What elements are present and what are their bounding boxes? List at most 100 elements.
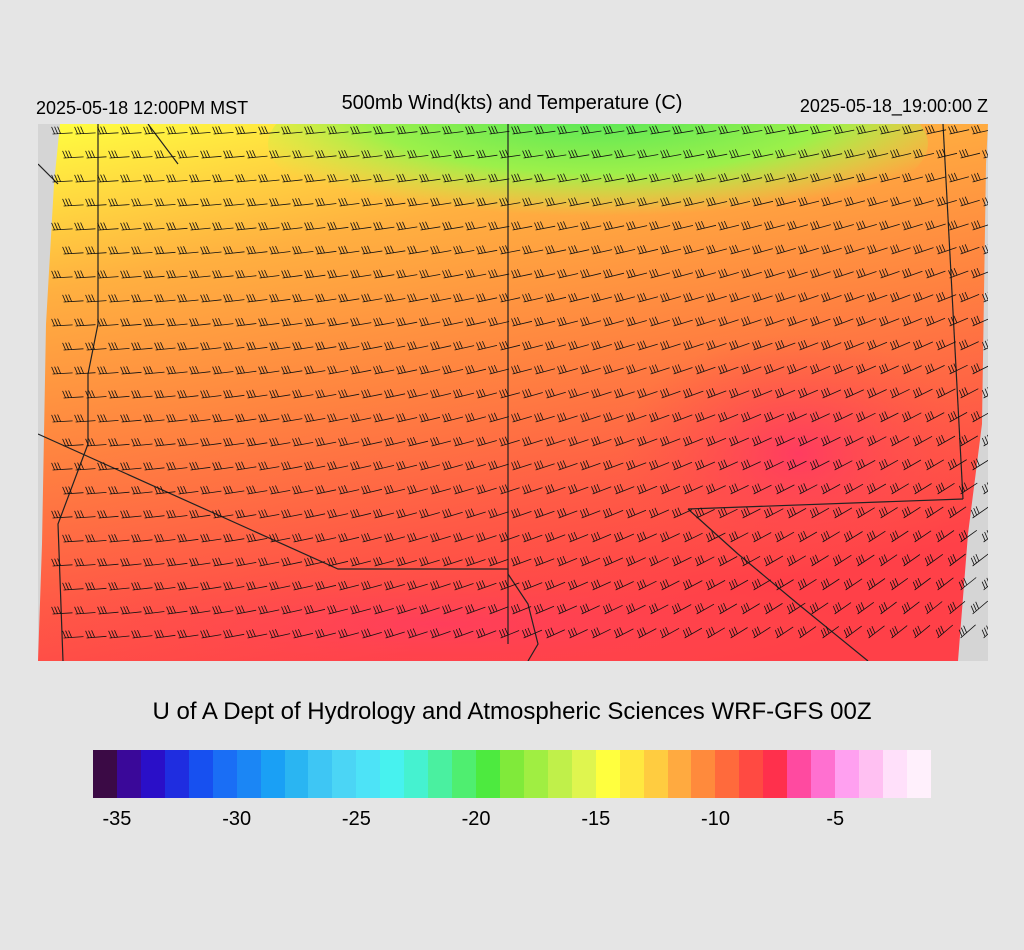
wind-barb (453, 628, 474, 639)
wind-barb (442, 269, 464, 279)
wind-barb (947, 600, 966, 615)
wind-barb (499, 484, 520, 495)
wind-barb (798, 435, 818, 447)
weather-map (38, 124, 988, 661)
wind-barb (557, 555, 578, 567)
wind-barb (442, 125, 464, 135)
wind-barb (108, 342, 130, 351)
wind-barb (557, 173, 579, 183)
wind-barb (511, 460, 532, 471)
wind-barb (649, 173, 671, 183)
wind-barb (660, 292, 681, 303)
wind-barb (959, 244, 980, 255)
wind-barb (465, 460, 486, 471)
wind-barb (718, 411, 739, 423)
wind-barb (476, 532, 497, 543)
wind-barb (522, 627, 543, 639)
wind-barb (522, 436, 543, 447)
wind-barb (51, 174, 73, 183)
wind-barb (833, 125, 855, 135)
wind-barb (407, 436, 429, 447)
wind-barb (718, 268, 739, 279)
wind-barb (821, 292, 842, 303)
wind-barb (453, 436, 475, 447)
wind-barb (935, 434, 956, 447)
wind-barb (120, 318, 142, 327)
wind-barb (787, 173, 809, 183)
colorbar-tick-label: -10 (701, 808, 730, 830)
wind-barb (614, 627, 634, 639)
wind-barb (511, 221, 533, 231)
wind-barb (235, 461, 257, 471)
wind-barb (959, 196, 980, 207)
wind-barb (603, 268, 625, 279)
wind-barb (856, 268, 877, 279)
wind-barb (258, 509, 280, 519)
colorbar-swatch (332, 750, 357, 798)
wind-barb (143, 222, 165, 231)
wind-barb (534, 460, 555, 471)
wind-barb (315, 580, 337, 591)
wind-barb (177, 581, 199, 591)
wind-barb (120, 270, 142, 279)
wind-barb (327, 221, 349, 231)
wind-barb (660, 483, 681, 495)
wind-barb (499, 436, 520, 447)
wind-barb (281, 509, 303, 519)
wind-barb (843, 625, 862, 639)
wind-barb (154, 198, 176, 207)
wind-barb (51, 462, 73, 471)
wind-barb (85, 294, 107, 303)
wind-barb (373, 413, 395, 423)
wind-barb (935, 577, 954, 591)
wind-barb (683, 244, 705, 255)
wind-barb (212, 317, 234, 327)
wind-barb (189, 222, 211, 231)
wind-barb (786, 602, 806, 615)
wind-barb (867, 244, 888, 255)
wind-barb (120, 510, 142, 519)
wind-barb (798, 483, 818, 495)
wind-barb (223, 485, 245, 495)
wind-barb (74, 510, 96, 519)
wind-barb (384, 389, 406, 399)
wind-barb (890, 196, 911, 207)
wind-barb (545, 436, 566, 447)
wind-barb (327, 126, 349, 135)
wind-barb (741, 125, 763, 135)
wind-barb (108, 246, 130, 255)
wind-barb (304, 365, 326, 375)
wind-barb (85, 534, 107, 543)
wind-barb (465, 604, 486, 615)
colorbar-tick-label: -5 (826, 808, 845, 830)
wind-barb (51, 222, 73, 231)
wind-barb (373, 221, 395, 231)
wind-barb (407, 245, 429, 255)
wind-barb (981, 530, 988, 543)
wind-barb (74, 366, 96, 375)
wind-barb (614, 436, 635, 447)
wind-barb (902, 268, 923, 279)
wind-barb (62, 630, 84, 639)
wind-barb (752, 244, 773, 255)
wind-barb (741, 268, 762, 279)
wind-barb (258, 557, 280, 567)
wind-barb (568, 388, 589, 399)
wind-barb (557, 316, 579, 327)
wind-barb (120, 126, 142, 135)
wind-barb (62, 534, 84, 543)
wind-barb (430, 341, 452, 351)
wind-barb (534, 508, 555, 519)
wind-barb (499, 197, 521, 207)
wind-barb (327, 556, 349, 567)
wind-barb (775, 387, 796, 399)
wind-barb (856, 125, 878, 135)
wind-barb (672, 268, 694, 279)
wind-barb (97, 510, 119, 519)
wind-barb (108, 198, 130, 207)
wind-barb (384, 532, 406, 543)
wind-barb (810, 173, 832, 183)
wind-barb (821, 435, 841, 447)
wind-barb (166, 222, 188, 231)
wind-barb (212, 461, 234, 471)
